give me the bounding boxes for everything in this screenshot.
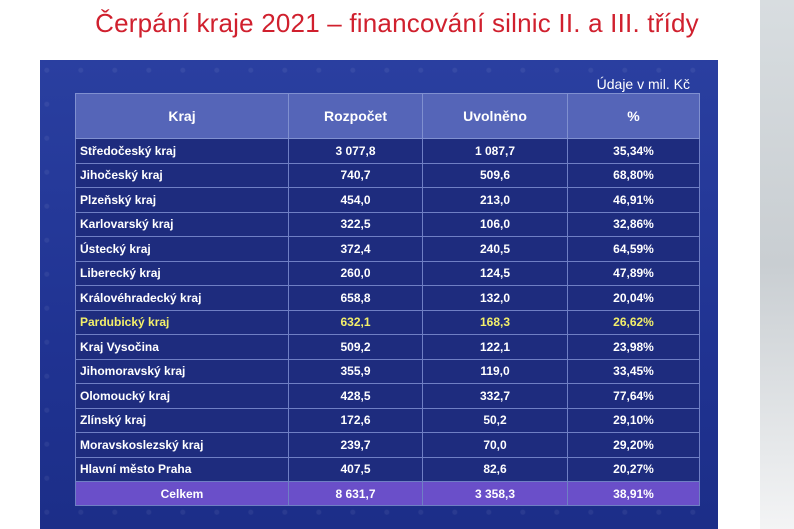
table-row-highlighted: Pardubický kraj 632,1 168,3 26,62%	[75, 309, 700, 335]
slide-title: Čerpání kraje 2021 – financování silnic …	[95, 8, 699, 38]
total-row: Celkem 8 631,7 3 358,3 38,91%	[75, 481, 700, 506]
cell-percent: 35,34%	[567, 138, 700, 164]
table-row: Liberecký kraj 260,0 124,5 47,89%	[75, 260, 700, 286]
cell-percent: 32,86%	[567, 211, 700, 237]
table-row: Plzeňský kraj 454,0 213,0 46,91%	[75, 187, 700, 213]
cell-uvolneno: 509,6	[422, 162, 568, 188]
presentation-slide: Čerpání kraje 2021 – financování silnic …	[0, 0, 760, 529]
cell-uvolneno: 124,5	[422, 260, 568, 286]
cell-kraj: Zlínský kraj	[75, 407, 289, 433]
cell-kraj: Královéhradecký kraj	[75, 285, 289, 311]
cell-kraj: Středočeský kraj	[75, 138, 289, 164]
cell-percent: 47,89%	[567, 260, 700, 286]
table-row: Moravskoslezský kraj 239,7 70,0 29,20%	[75, 432, 700, 458]
table-row: Jihomoravský kraj 355,9 119,0 33,45%	[75, 358, 700, 384]
cell-uvolneno: 70,0	[422, 432, 568, 458]
cell-kraj: Jihočeský kraj	[75, 162, 289, 188]
table-panel: Údaje v mil. Kč Kraj Rozpočet Uvolněno %…	[40, 60, 718, 529]
cell-kraj: Kraj Vysočina	[75, 334, 289, 360]
table-row: Ústecký kraj 372,4 240,5 64,59%	[75, 236, 700, 262]
cell-rozpocet: 632,1	[288, 309, 423, 335]
table-row: Olomoucký kraj 428,5 332,7 77,64%	[75, 383, 700, 409]
cell-kraj: Pardubický kraj	[75, 309, 289, 335]
cell-total-label: Celkem	[75, 481, 289, 506]
cell-rozpocet: 3 077,8	[288, 138, 423, 164]
cell-kraj: Moravskoslezský kraj	[75, 432, 289, 458]
cell-rozpocet: 322,5	[288, 211, 423, 237]
cell-rozpocet: 509,2	[288, 334, 423, 360]
budget-table: Kraj Rozpočet Uvolněno % Středočeský kra…	[75, 93, 700, 506]
cell-uvolneno: 1 087,7	[422, 138, 568, 164]
cell-rozpocet: 740,7	[288, 162, 423, 188]
cell-total-uvolneno: 3 358,3	[422, 481, 568, 506]
table-row: Středočeský kraj 3 077,8 1 087,7 35,34%	[75, 138, 700, 164]
cell-kraj: Hlavní město Praha	[75, 456, 289, 482]
cell-uvolneno: 168,3	[422, 309, 568, 335]
unit-note: Údaje v mil. Kč	[596, 76, 690, 92]
cell-rozpocet: 407,5	[288, 456, 423, 482]
table-row: Kraj Vysočina 509,2 122,1 23,98%	[75, 334, 700, 360]
cell-kraj: Jihomoravský kraj	[75, 358, 289, 384]
cell-rozpocet: 239,7	[288, 432, 423, 458]
header-rozpocet: Rozpočet	[288, 93, 423, 139]
cell-uvolneno: 82,6	[422, 456, 568, 482]
cell-kraj: Olomoucký kraj	[75, 383, 289, 409]
cell-rozpocet: 260,0	[288, 260, 423, 286]
cell-rozpocet: 372,4	[288, 236, 423, 262]
table-row: Zlínský kraj 172,6 50,2 29,10%	[75, 407, 700, 433]
table-row: Hlavní město Praha 407,5 82,6 20,27%	[75, 456, 700, 482]
cell-rozpocet: 454,0	[288, 187, 423, 213]
cell-percent: 68,80%	[567, 162, 700, 188]
cell-percent: 23,98%	[567, 334, 700, 360]
cell-rozpocet: 355,9	[288, 358, 423, 384]
cell-uvolneno: 213,0	[422, 187, 568, 213]
cell-uvolneno: 50,2	[422, 407, 568, 433]
cell-kraj: Karlovarský kraj	[75, 211, 289, 237]
cell-percent: 29,10%	[567, 407, 700, 433]
cell-percent: 20,04%	[567, 285, 700, 311]
cell-uvolneno: 122,1	[422, 334, 568, 360]
cell-percent: 46,91%	[567, 187, 700, 213]
cell-percent: 26,62%	[567, 309, 700, 335]
table-row: Karlovarský kraj 322,5 106,0 32,86%	[75, 211, 700, 237]
cell-rozpocet: 428,5	[288, 383, 423, 409]
cell-total-rozpocet: 8 631,7	[288, 481, 423, 506]
header-percent: %	[567, 93, 700, 139]
cell-percent: 29,20%	[567, 432, 700, 458]
cell-kraj: Ústecký kraj	[75, 236, 289, 262]
cell-uvolneno: 240,5	[422, 236, 568, 262]
cell-uvolneno: 332,7	[422, 383, 568, 409]
cell-uvolneno: 119,0	[422, 358, 568, 384]
cell-uvolneno: 132,0	[422, 285, 568, 311]
table-body: Středočeský kraj 3 077,8 1 087,7 35,34% …	[75, 138, 700, 506]
header-row: Kraj Rozpočet Uvolněno %	[75, 93, 700, 139]
cell-uvolneno: 106,0	[422, 211, 568, 237]
cell-total-percent: 38,91%	[567, 481, 700, 506]
cell-percent: 77,64%	[567, 383, 700, 409]
cell-kraj: Plzeňský kraj	[75, 187, 289, 213]
cell-kraj: Liberecký kraj	[75, 260, 289, 286]
cell-rozpocet: 658,8	[288, 285, 423, 311]
cell-rozpocet: 172,6	[288, 407, 423, 433]
header-uvolneno: Uvolněno	[422, 93, 568, 139]
cell-percent: 64,59%	[567, 236, 700, 262]
table-row: Jihočeský kraj 740,7 509,6 68,80%	[75, 162, 700, 188]
cell-percent: 20,27%	[567, 456, 700, 482]
header-kraj: Kraj	[75, 93, 289, 139]
cell-percent: 33,45%	[567, 358, 700, 384]
table-row: Královéhradecký kraj 658,8 132,0 20,04%	[75, 285, 700, 311]
